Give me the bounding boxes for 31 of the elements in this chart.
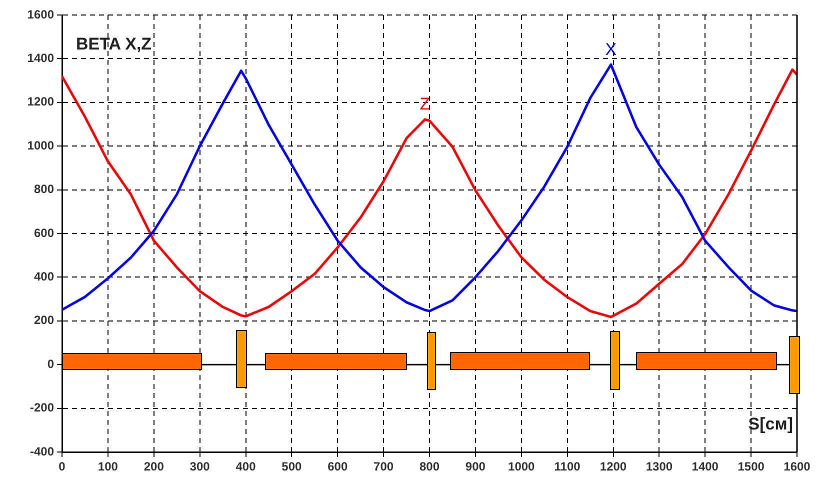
x-tick-label: 1200	[600, 460, 627, 474]
text: BETA X,Z	[76, 34, 152, 54]
y-tick-label: 800	[34, 182, 54, 196]
x-tick-label: 600	[328, 460, 348, 474]
y-tick-label: 200	[34, 313, 54, 328]
x-tick-label: 100	[98, 460, 118, 474]
x-tick-label: 1400	[692, 460, 719, 474]
x-tick-label: 900	[465, 460, 486, 474]
x-tick-label: 1500	[738, 460, 765, 474]
y-tick-label: -200	[30, 400, 54, 415]
x-tick-label: 200	[144, 460, 164, 474]
y-tick-label: 600	[34, 226, 54, 240]
x-axis-title: S[см]	[748, 414, 793, 434]
x-tick-label: 400	[236, 460, 256, 474]
x-tick-label: 300	[190, 460, 210, 474]
x-tick-label: 700	[374, 460, 394, 474]
x-tick-label: 1600	[784, 460, 811, 474]
x-tick-label: 1300	[646, 460, 673, 474]
y-tick-label: -400	[30, 444, 54, 458]
y-tick-label: 1200	[27, 94, 54, 109]
y-tick-label: 0	[47, 356, 54, 371]
y-tick-label: 1000	[27, 138, 54, 152]
y-tick-label: 1400	[27, 51, 54, 66]
x-tick-label: 800	[419, 460, 440, 474]
x-tick-label: 1000	[508, 460, 536, 474]
y-tick-label: 1600	[27, 7, 54, 22]
annotation: X	[605, 40, 617, 59]
x-tick-label: 0	[58, 460, 66, 474]
x-tick-label: 1100	[554, 460, 581, 474]
x-tick-label: 500	[282, 460, 302, 474]
y-tick-label: 400	[34, 270, 54, 284]
